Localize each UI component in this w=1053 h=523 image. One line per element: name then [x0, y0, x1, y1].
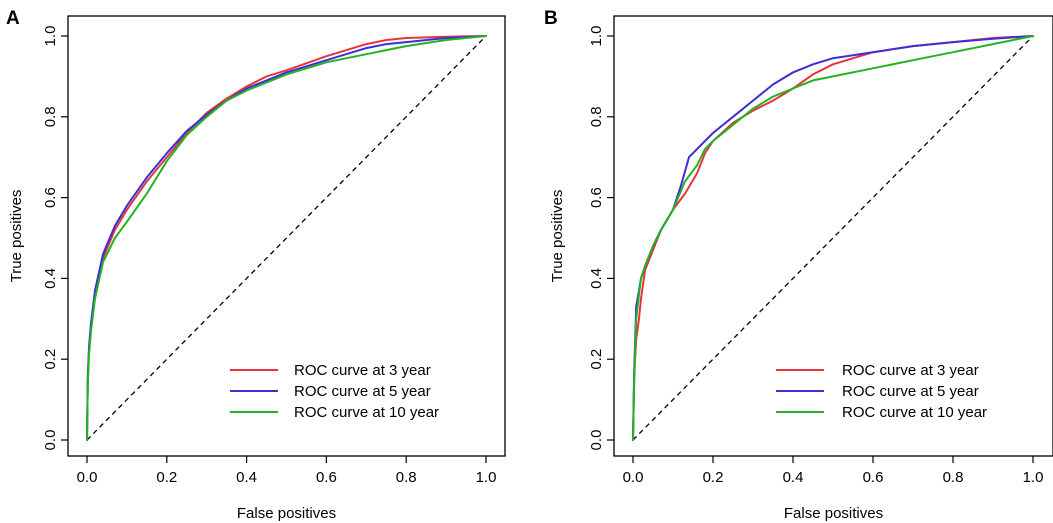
legend: ROC curve at 3 year ROC curve at 5 year RO…: [776, 362, 987, 421]
x-tick-label: 1.0: [476, 469, 497, 486]
legend-label: ROC curve at 3 year: [842, 362, 979, 379]
chart-panel-a: A 0.0 0.2 0.4 0.6 0.8 1.0 0.0 0.2 0.4 0.6 0.8 1.0 Fal…: [6, 8, 506, 522]
x-tick-label: 0.8: [396, 469, 417, 486]
legend-label: ROC curve at 10 year: [294, 404, 439, 421]
x-tick-label: 1.0: [1023, 469, 1044, 486]
legend: ROC curve at 3 year ROC curve at 5 year RO…: [230, 362, 439, 421]
x-tick-label: 0.4: [236, 469, 257, 486]
plot-frame: [613, 15, 1053, 457]
x-tick-label: 0.0: [623, 469, 644, 486]
panel-label: A: [6, 8, 20, 29]
reference-diagonal: [632, 35, 1034, 441]
y-tick-label: 0.0: [588, 430, 605, 451]
legend-label: ROC curve at 5 year: [842, 383, 979, 400]
y-tick-label: 0.4: [588, 268, 605, 289]
chart-panel-b: B 0.0 0.2 0.4 0.6 0.8 1.0 0.0 0.2 0.4 0.6 0.8 1.0 Fal…: [544, 8, 1053, 522]
y-tick-label: 1.0: [42, 26, 59, 47]
y-tick-label: 0.2: [588, 349, 605, 370]
y-tick-label: 1.0: [588, 26, 605, 47]
plot-frame: [67, 15, 506, 457]
y-tick-label: 0.6: [588, 187, 605, 208]
x-tick-label: 0.4: [783, 469, 804, 486]
x-axis-label: False positives: [784, 505, 883, 522]
x-tick-label: 0.6: [316, 469, 337, 486]
y-tick-label: 0.2: [42, 349, 59, 370]
series-line-roc-curve-at-10-year: [632, 35, 1034, 441]
y-axis-label: True positives: [549, 190, 566, 283]
legend-label: ROC curve at 5 year: [294, 383, 431, 400]
y-axis-label: True positives: [8, 190, 25, 283]
x-tick-label: 0.8: [943, 469, 964, 486]
x-tick-label: 0.0: [77, 469, 98, 486]
x-tick-label: 0.6: [863, 469, 884, 486]
legend-label: ROC curve at 3 year: [294, 362, 431, 379]
y-tick-label: 0.8: [588, 106, 605, 127]
y-tick-label: 0.8: [42, 106, 59, 127]
y-tick-label: 0.4: [42, 268, 59, 289]
legend-label: ROC curve at 10 year: [842, 404, 987, 421]
x-axis-label: False positives: [237, 505, 336, 522]
reference-diagonal: [86, 35, 487, 441]
panel-label: B: [544, 8, 558, 29]
series-line-roc-curve-at-10-year: [86, 35, 487, 441]
y-tick-label: 0.6: [42, 187, 59, 208]
y-tick-label: 0.0: [42, 430, 59, 451]
x-tick-label: 0.2: [703, 469, 724, 486]
x-tick-label: 0.2: [156, 469, 177, 486]
